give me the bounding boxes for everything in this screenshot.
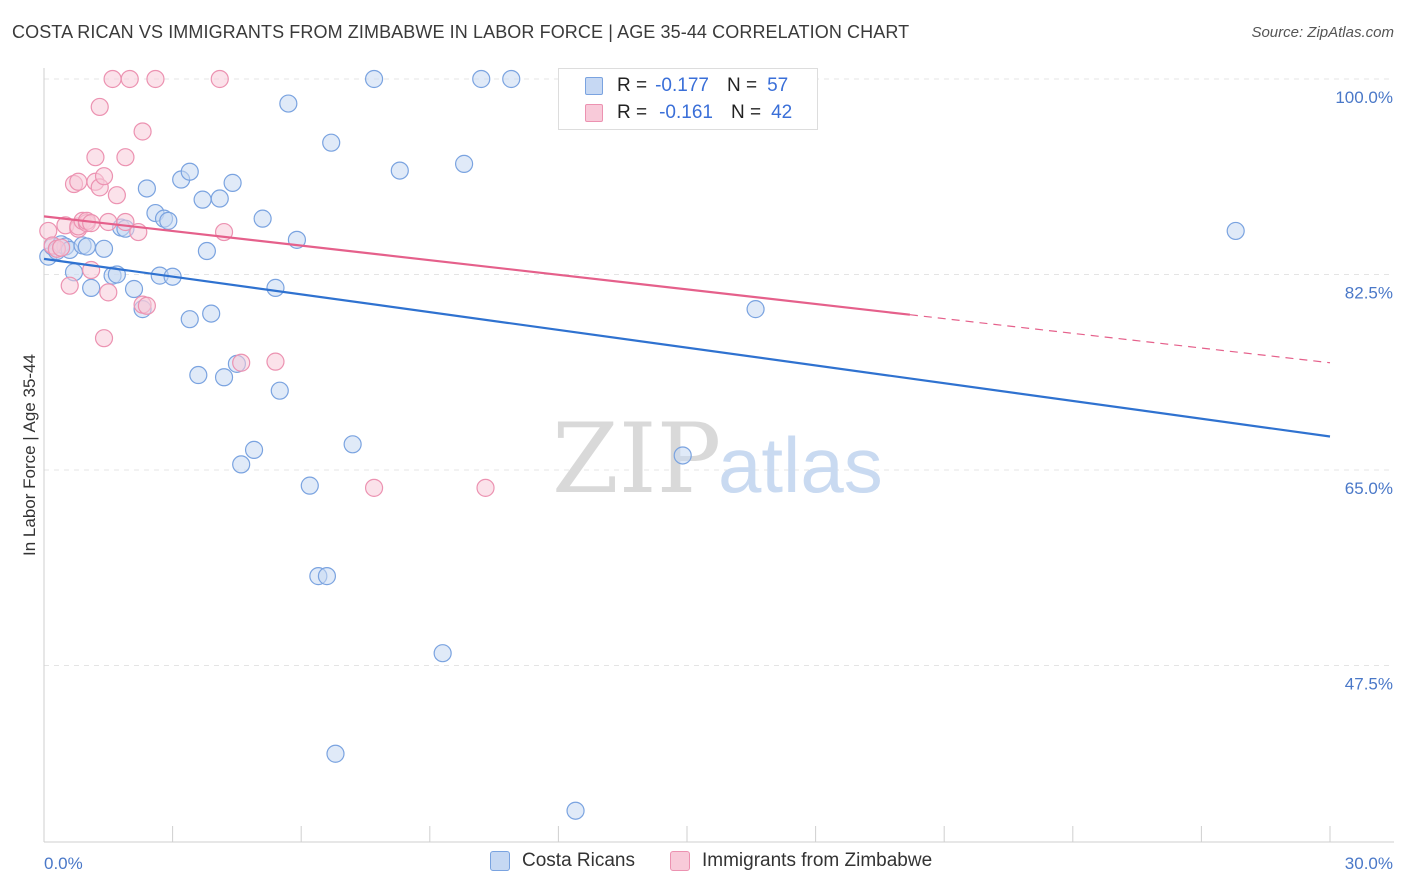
chart-title: COSTA RICAN VS IMMIGRANTS FROM ZIMBABWE … (12, 22, 910, 42)
watermark-atlas: atlas (718, 421, 883, 509)
data-point (159, 211, 178, 230)
data-point (120, 69, 139, 89)
data-point (266, 278, 285, 297)
data-point (364, 69, 384, 89)
data-point (1226, 221, 1245, 241)
data-point (279, 94, 298, 113)
data-point (82, 278, 101, 297)
blue-swatch-icon (490, 851, 510, 871)
n-value: 42 (771, 102, 793, 123)
data-point (137, 296, 156, 315)
stats-legend: R = -0.177 N = 57 R = -0.161 N = 42 (558, 68, 818, 130)
data-point (253, 209, 272, 228)
data-point (103, 69, 122, 89)
source-label: Source: ZipAtlas.com (1251, 24, 1394, 41)
data-point (52, 238, 71, 257)
y-tick-labels: 100.0% 82.5% 65.0% 47.5% (1335, 88, 1393, 694)
data-point (566, 801, 585, 820)
data-point (223, 173, 242, 192)
series-legend: Costa Ricans Immigrants from Zimbabwe (0, 850, 1406, 878)
data-point (107, 186, 126, 205)
stats-legend-row-pink: R = -0.161 N = 42 (585, 100, 792, 126)
data-point (94, 239, 114, 258)
y-axis-title: In Labor Force | Age 35-44 (20, 354, 39, 556)
data-point (124, 279, 144, 299)
y-tick-label: 82.5% (1345, 283, 1393, 302)
data-point (746, 300, 765, 319)
data-point (390, 161, 409, 180)
data-point (214, 368, 234, 387)
n-value: 57 (767, 75, 789, 96)
data-point (476, 478, 495, 497)
data-point (502, 69, 521, 89)
pink-swatch-icon (670, 851, 690, 871)
y-tick-label: 65.0% (1345, 479, 1393, 498)
stats-legend-row-blue: R = -0.177 N = 57 (585, 73, 788, 99)
data-point (326, 744, 345, 763)
data-point (90, 97, 109, 117)
trend-lines (43, 215, 1331, 438)
data-point (322, 133, 341, 152)
data-point (232, 353, 251, 372)
zimbabwe-trend-extension (909, 314, 1331, 364)
data-point (270, 381, 289, 400)
data-point (180, 310, 199, 329)
r-label: R = (617, 75, 648, 96)
data-point (94, 329, 114, 348)
zimbabwe-trend-line (43, 215, 911, 316)
legend-item-zimbabwe[interactable]: Immigrants from Zimbabwe (670, 850, 932, 872)
data-point (116, 148, 135, 167)
data-point (86, 148, 105, 167)
data-point (69, 172, 88, 191)
pink-swatch-icon (585, 104, 603, 122)
r-value: -0.161 (659, 102, 713, 123)
data-point (364, 478, 384, 497)
data-point (232, 455, 251, 474)
legend-label: Costa Ricans (522, 850, 635, 871)
data-point (133, 122, 152, 141)
r-value: -0.177 (655, 75, 709, 96)
data-point (137, 179, 156, 198)
data-point (197, 241, 216, 261)
legend-item-costa-ricans[interactable]: Costa Ricans (490, 850, 635, 872)
data-point (202, 304, 221, 323)
data-point (146, 69, 165, 89)
x-tick-label: 0.0% (44, 854, 83, 873)
legend-label: Immigrants from Zimbabwe (702, 850, 933, 871)
data-point (317, 567, 337, 586)
data-point (454, 154, 474, 173)
data-point (210, 189, 229, 208)
x-tick-labels: 0.0% 30.0% (44, 854, 1393, 873)
y-tick-label: 47.5% (1345, 674, 1393, 693)
data-point (94, 167, 114, 186)
n-label: N = (730, 102, 762, 123)
data-point (472, 69, 491, 89)
data-point (433, 644, 452, 663)
data-point (300, 476, 319, 495)
data-point (189, 365, 208, 385)
data-point (180, 162, 199, 181)
n-label: N = (726, 75, 758, 96)
data-point (193, 190, 212, 209)
blue-swatch-icon (585, 77, 603, 95)
data-point (266, 352, 285, 371)
watermark-zip: ZIP (552, 403, 721, 515)
axes (43, 68, 1394, 843)
grid-lines (44, 78, 1394, 666)
data-point (210, 69, 229, 89)
r-label: R = (617, 102, 648, 123)
x-tick-label: 30.0% (1345, 854, 1393, 873)
costa-ricans-trend-line (43, 257, 1331, 438)
data-point (244, 440, 264, 459)
y-tick-label: 100.0% (1335, 88, 1393, 107)
data-point (60, 276, 79, 295)
data-point (343, 435, 362, 454)
data-point (77, 237, 96, 256)
data-point (99, 283, 118, 302)
data-point (673, 446, 692, 465)
